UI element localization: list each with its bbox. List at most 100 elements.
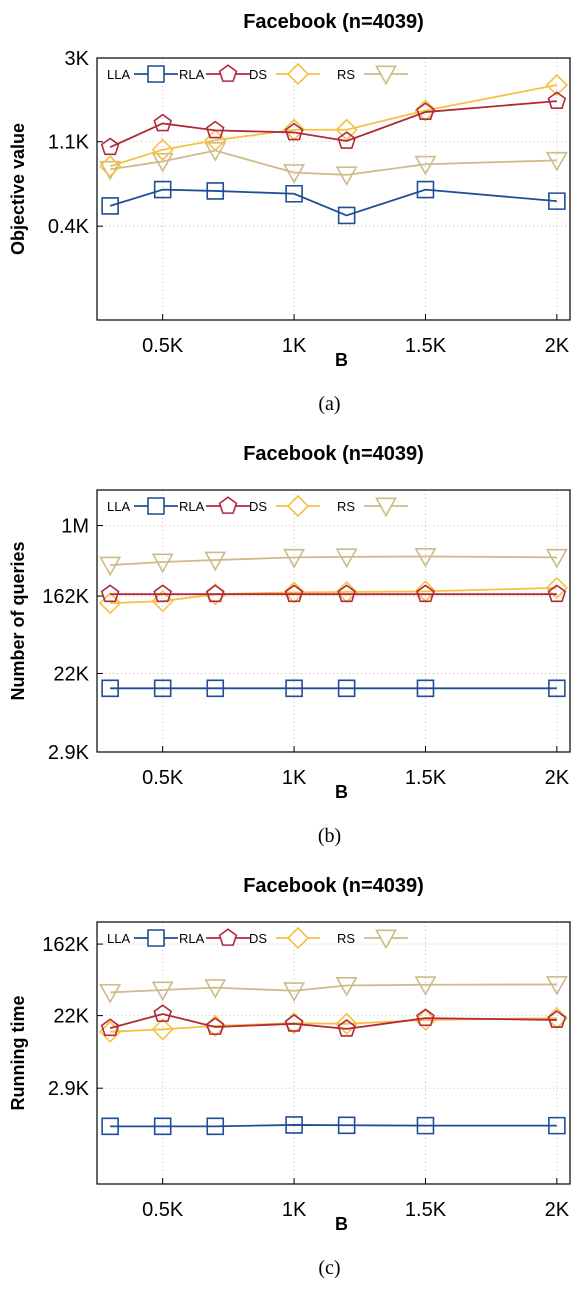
x-tick-label: 2K [545,767,570,789]
legend: LLA RLA DS RS [107,494,408,518]
data-point-RS [414,155,437,176]
x-tick-label: 1K [282,767,307,789]
data-point-RS [204,979,227,999]
x-tick-label: 1K [282,335,307,357]
data-point-LLA [548,1116,566,1135]
data-point-DS [204,129,227,152]
data-point-RS [99,983,122,1004]
series-line-RS [110,149,557,176]
data-point-RLA [100,584,120,603]
legend-label-LLA: LLA [107,499,130,514]
legend-label-RLA: RLA [179,931,205,946]
y-tick-label: 0.4K [48,216,90,238]
series-RS [99,975,568,1004]
data-point-RLA [416,1008,435,1027]
data-point-RLA [284,1014,304,1032]
data-point-RLA [100,1018,120,1037]
data-point-RS [545,975,568,996]
data-point-DS [99,155,122,178]
y-tick-label: 162K [42,934,89,956]
legend-label-DS: DS [249,931,267,946]
data-point-DS [545,576,568,600]
chart-panel-2: Facebook (n=4039) 162K 22K 2.9K 0.5K 1K 1.5K 2K… [8,875,571,1279]
legend-label-DS: DS [249,67,267,82]
x-tick-label: 1.5K [405,335,447,357]
data-point-LLA [101,679,119,698]
data-point-RS [283,164,306,184]
data-point-LLA [337,679,356,698]
legend-label-RS: RS [337,931,355,946]
data-point-DS [99,592,122,615]
plot-frame [96,489,571,753]
data-point-DS [282,581,306,604]
series-RLA [100,584,567,603]
x-axis-label: B [335,1214,348,1234]
legend-label-DS: DS [249,499,267,514]
data-point-RLA [153,584,173,603]
data-point-RLA [284,584,304,603]
data-point-DS [151,1018,174,1041]
data-point-DS [151,138,174,161]
data-point-LLA [337,206,356,225]
data-point-LLA [101,197,119,215]
legend-label-RLA: RLA [179,499,205,514]
x-tick-label: 1.5K [405,767,447,789]
series-RLA [100,1004,567,1037]
data-point-RS [151,981,174,1002]
y-tick-label: 1M [61,516,89,538]
data-point-RS [545,151,568,172]
data-point-RS [414,547,437,568]
y-tick-label: 22K [53,1006,89,1028]
legend-marker-DS [286,926,310,950]
data-point-RLA [153,1004,173,1022]
data-point-LLA [206,182,225,200]
data-point-RLA [100,137,120,156]
legend-label-RS: RS [337,67,355,82]
legend-label-LLA: LLA [107,67,130,82]
legend-marker-RS [375,929,397,950]
chart-title: Facebook (n=4039) [243,443,424,465]
series-RLA [100,91,567,156]
series-line-DS [110,1017,557,1033]
legend-marker-LLA [147,929,165,947]
x-tick-label: 1K [282,1199,307,1221]
legend-marker-DS [286,62,310,86]
chart-panel-1: Facebook (n=4039) 1M 162K 22K 2.9K 0.5K 1K 1.5K… [8,443,571,847]
legend-marker-LLA [147,497,165,515]
data-point-RLA [547,584,567,603]
x-axis-label: B [335,350,348,370]
data-point-LLA [416,180,435,199]
legend: LLA RLA DS RS [107,926,408,950]
data-point-RS [283,982,306,1003]
data-point-RLA [416,584,435,603]
data-point-LLA [153,180,172,199]
chart-title: Facebook (n=4039) [243,11,424,33]
data-point-DS [545,73,568,97]
panel-caption: (a) [318,393,340,415]
series-LLA [101,180,566,225]
data-point-LLA [548,679,566,698]
panel-caption: (b) [318,825,341,847]
series-RS [99,547,568,577]
x-tick-label: 0.5K [142,335,184,357]
data-point-LLA [337,1116,356,1135]
legend-marker-RS [375,65,397,86]
x-tick-label: 0.5K [142,767,184,789]
chart-panel-0: Facebook (n=4039) 3K 1.1K 0.4K 0.5K 1K 1.5K 2K B… [8,11,571,415]
x-axis-label: B [335,782,348,802]
y-axis-label: Objective value [8,123,28,255]
plot-frame [96,57,571,321]
x-tick-label: 2K [545,1199,570,1221]
legend: LLA RLA DS RS [107,62,408,86]
legend-label-RS: RS [337,499,355,514]
data-point-LLA [416,1116,435,1135]
data-point-RS [204,142,227,162]
data-point-RS [335,977,358,997]
data-point-RLA [337,584,356,603]
data-point-DS [335,1012,358,1035]
data-point-LLA [153,1117,172,1136]
x-tick-label: 0.5K [142,1199,184,1221]
data-point-RS [99,556,122,577]
x-tick-label: 2K [545,335,570,357]
